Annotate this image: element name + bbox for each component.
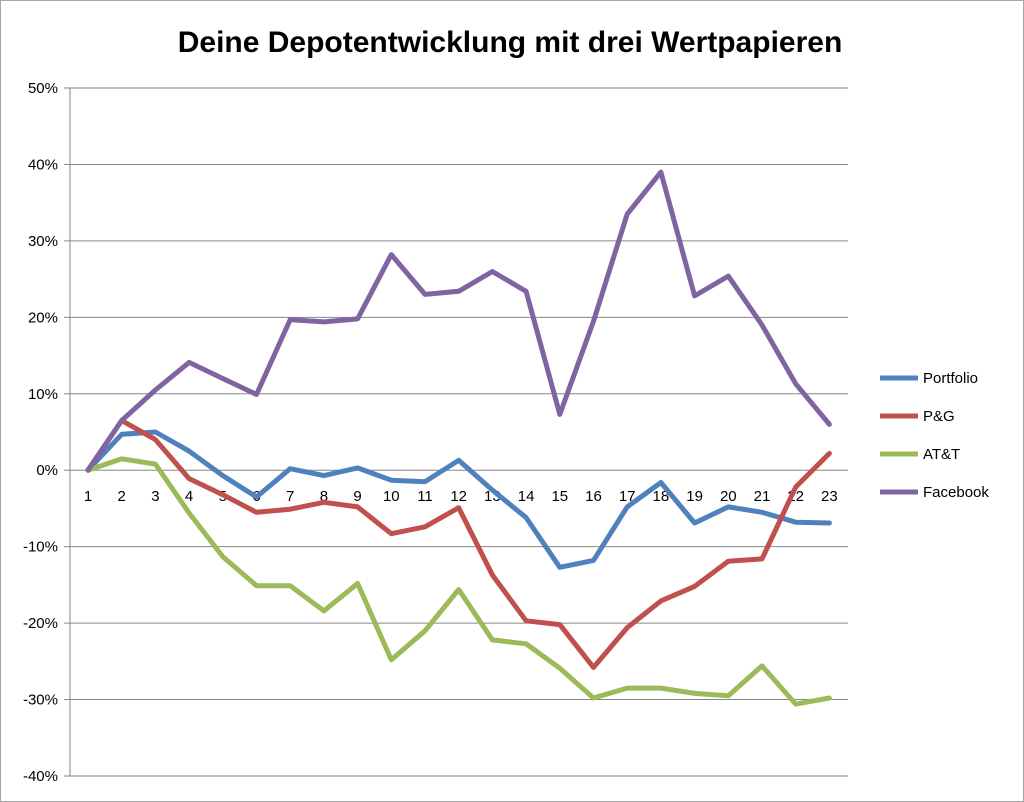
chart-title: Deine Depotentwicklung mit drei Wertpapi… xyxy=(177,26,843,59)
x-tick-label: 7 xyxy=(286,488,294,505)
x-tick-label: 12 xyxy=(450,488,467,505)
legend-label: P&G xyxy=(923,408,955,425)
x-axis-ticks: 1 2 3 4 5 6 7 8 9 10 11 12 13 14 15 16 17 18 19 20 21 22 23 xyxy=(84,488,838,505)
series-lines xyxy=(85,169,832,707)
x-tick-label: 8 xyxy=(320,488,328,505)
legend-label: AT&T xyxy=(923,446,960,463)
y-tick-label: -20% xyxy=(23,615,58,632)
x-tick-label: 9 xyxy=(353,488,361,505)
x-tick-label: 11 xyxy=(417,488,433,505)
x-tick-label: 15 xyxy=(551,488,568,505)
x-tick-label: 4 xyxy=(185,488,193,505)
y-axis-ticks: 50% 40% 30% 20% 10% 0% -10% -20% -30% -40% xyxy=(23,80,58,785)
y-tick-label: 30% xyxy=(28,233,58,250)
y-tick-label: 10% xyxy=(28,386,58,403)
x-tick-label: 16 xyxy=(585,488,602,505)
y-tick-label: 40% xyxy=(28,156,58,173)
x-tick-label: 3 xyxy=(151,488,159,505)
x-tick-label: 14 xyxy=(518,488,535,505)
x-tick-label: 18 xyxy=(653,488,670,505)
legend-label: Facebook xyxy=(923,484,989,501)
legend-label: Portfolio xyxy=(923,370,978,387)
series-line-at-t xyxy=(85,456,832,707)
y-tick-label: -40% xyxy=(23,768,58,785)
y-tick-label: 20% xyxy=(28,309,58,326)
x-tick-label: 1 xyxy=(84,488,92,505)
y-tick-label: 50% xyxy=(28,80,58,97)
x-tick-label: 20 xyxy=(720,488,737,505)
series-line-portfolio xyxy=(85,429,832,570)
x-tick-label: 2 xyxy=(118,488,126,505)
x-tick-label: 19 xyxy=(686,488,703,505)
legend: Portfolio P&G AT&T Facebook xyxy=(880,370,989,501)
axes xyxy=(64,87,71,777)
y-tick-label: 0% xyxy=(36,462,58,479)
x-tick-label: 23 xyxy=(821,488,838,505)
series-line-facebook xyxy=(85,169,832,473)
y-tick-label: -30% xyxy=(23,692,58,709)
y-tick-label: -10% xyxy=(23,539,58,556)
gridlines xyxy=(70,87,848,777)
series-line-p-g xyxy=(85,418,832,670)
x-tick-label: 10 xyxy=(383,488,400,505)
x-tick-label: 21 xyxy=(754,488,771,505)
